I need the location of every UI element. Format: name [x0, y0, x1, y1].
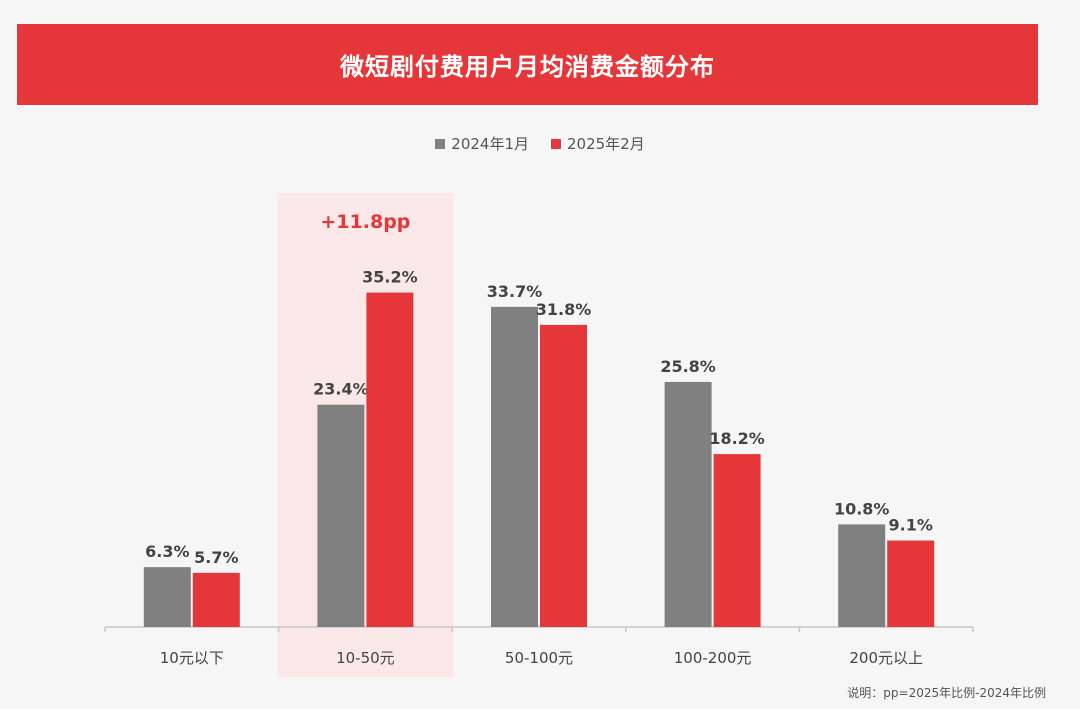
chart-note: 说明：pp=2025年比例-2024年比例 — [847, 686, 1046, 700]
highlight-band — [277, 193, 454, 677]
bar-2025 — [887, 540, 935, 627]
bar-2025 — [713, 454, 761, 627]
data-label: 18.2% — [709, 429, 765, 448]
x-tick-label: 50-100元 — [505, 649, 573, 667]
bar-2024 — [491, 306, 538, 627]
change-annotation: +11.8pp — [320, 211, 410, 233]
data-label: 9.1% — [889, 516, 933, 535]
bar-2025 — [192, 572, 240, 627]
data-label: 33.7% — [487, 282, 543, 301]
data-label: 6.3% — [145, 542, 189, 561]
chart-legend: 2024年1月 2025年2月 — [0, 133, 1080, 154]
bar-2024 — [838, 524, 886, 627]
legend-item-2025: 2025年2月 — [551, 133, 645, 154]
chart-title: 微短剧付费用户月均消费金额分布 — [340, 53, 715, 81]
legend-label-2024: 2024年1月 — [451, 135, 529, 153]
x-tick-label: 100-200元 — [674, 649, 752, 667]
legend-item-2024: 2024年1月 — [435, 133, 529, 154]
x-tick-label: 10元以下 — [160, 649, 224, 667]
data-label: 25.8% — [660, 357, 716, 376]
data-label: 23.4% — [313, 380, 369, 399]
title-banner: 微短剧付费用户月均消费金额分布 — [17, 24, 1038, 105]
x-tick-label: 10-50元 — [336, 649, 395, 667]
data-label: 5.7% — [194, 548, 238, 567]
x-tick-label: 200元以上 — [849, 649, 923, 667]
bar-2025 — [366, 292, 414, 627]
data-label: 31.8% — [536, 300, 592, 319]
bar-2024 — [317, 404, 365, 627]
data-label: 10.8% — [834, 499, 890, 518]
bar-2024 — [664, 381, 712, 627]
legend-swatch-2024 — [435, 138, 446, 149]
data-label: 35.2% — [362, 268, 418, 287]
legend-swatch-2025 — [551, 138, 561, 149]
bar-2025 — [540, 324, 587, 627]
bar-2024 — [143, 567, 191, 627]
legend-label-2025: 2025年2月 — [567, 135, 645, 153]
